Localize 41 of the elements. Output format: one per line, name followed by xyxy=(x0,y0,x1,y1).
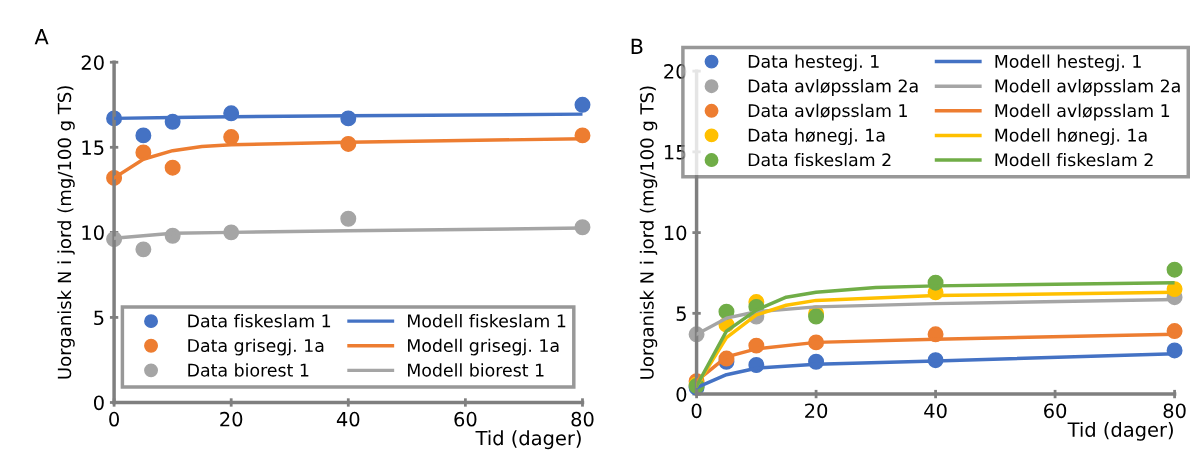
chart-title: B xyxy=(631,38,643,54)
x-tick-label: 0 xyxy=(109,411,119,427)
y-tick-label: 20 xyxy=(664,64,687,79)
legend-label: Modell hønegj. 1a xyxy=(995,128,1147,146)
y-tick-label: 10 xyxy=(82,225,104,241)
x-tick-label: 20 xyxy=(805,403,828,419)
y-tick-label: 20 xyxy=(81,55,104,70)
legend-label: Data fiskeslam 2 xyxy=(748,152,891,167)
y-tick-label: 5 xyxy=(94,310,104,326)
legend-label: Modell grisegj. 1a xyxy=(408,338,559,356)
y-tick-label: 10 xyxy=(664,225,687,241)
legend-label: Modell biorest 1 xyxy=(408,363,544,377)
legend-label: Data hønegj. 1a xyxy=(748,128,885,146)
x-tick-label: 80 xyxy=(1163,403,1186,419)
x-tick-label: 80 xyxy=(571,411,594,427)
x-tick-label: 60 xyxy=(454,411,477,427)
legend-label: Modell avløpsslam 1 xyxy=(995,103,1170,121)
x-tick-label: 40 xyxy=(924,403,947,419)
legend-label: Modell fiskeslam 2 xyxy=(995,152,1153,167)
y-tick-label: 0 xyxy=(676,387,687,402)
y-axis-title: Uorganisk N i jord (mg/100 g TS) xyxy=(57,86,75,379)
legend-label: Modell avløpsslam 2a xyxy=(995,79,1180,96)
x-tick-label: 40 xyxy=(336,411,360,427)
legend-label: Modell hestegj. 1 xyxy=(995,54,1141,72)
legend-label: Data biorest 1 xyxy=(188,363,309,377)
legend-label: Modell fiskeslam 1 xyxy=(408,314,566,328)
y-axis-title: Uorganisk N i jord (mg/100 g TS) xyxy=(639,86,658,379)
y-tick-label: 15 xyxy=(664,145,686,160)
x-tick-label: 60 xyxy=(1044,403,1067,419)
legend-label: Data avløpsslam 2a xyxy=(748,79,918,96)
y-tick-label: 15 xyxy=(82,140,104,155)
legend-label: Data fiskeslam 1 xyxy=(188,314,331,328)
x-tick-label: 0 xyxy=(691,403,702,419)
x-axis-title: Tid (dager) xyxy=(475,430,581,450)
chart-title: A xyxy=(34,29,49,45)
legend-label: Data hestegj. 1 xyxy=(748,54,879,72)
legend-label: Data avløpsslam 1 xyxy=(748,103,907,121)
y-tick-label: 5 xyxy=(676,306,686,321)
legend-label: Data grisegj. 1a xyxy=(188,338,324,356)
x-tick-label: 20 xyxy=(220,411,243,427)
x-axis-title: Tid (dager) xyxy=(1067,421,1173,441)
